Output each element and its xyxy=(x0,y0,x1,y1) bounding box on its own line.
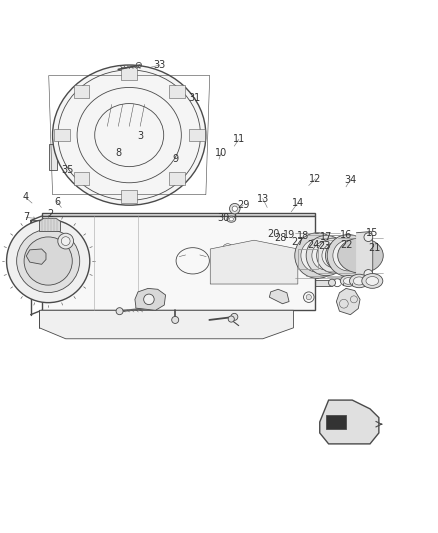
Polygon shape xyxy=(210,240,298,284)
Bar xyxy=(287,278,292,292)
Ellipse shape xyxy=(7,220,90,303)
Circle shape xyxy=(172,317,179,324)
Text: 13: 13 xyxy=(257,193,269,204)
Circle shape xyxy=(228,316,234,322)
Ellipse shape xyxy=(366,277,378,285)
Ellipse shape xyxy=(295,233,340,278)
FancyBboxPatch shape xyxy=(128,124,148,138)
Text: 4: 4 xyxy=(22,192,28,203)
Circle shape xyxy=(328,279,336,286)
Ellipse shape xyxy=(362,273,383,288)
Circle shape xyxy=(231,313,238,320)
Text: 9: 9 xyxy=(172,154,178,164)
Text: 30: 30 xyxy=(217,213,230,223)
Circle shape xyxy=(116,308,123,314)
Text: 23: 23 xyxy=(318,241,330,251)
Text: 8: 8 xyxy=(115,149,121,158)
Text: 35: 35 xyxy=(62,165,74,175)
Text: 3: 3 xyxy=(137,131,143,141)
Circle shape xyxy=(61,237,70,246)
Polygon shape xyxy=(135,288,166,310)
Text: 20: 20 xyxy=(268,229,280,239)
Ellipse shape xyxy=(340,276,356,286)
Text: 16: 16 xyxy=(340,230,352,240)
FancyBboxPatch shape xyxy=(117,154,133,165)
Ellipse shape xyxy=(53,65,206,205)
FancyBboxPatch shape xyxy=(113,120,128,132)
Ellipse shape xyxy=(325,240,356,271)
Text: 7: 7 xyxy=(23,213,29,222)
Text: 6: 6 xyxy=(54,197,60,207)
Text: 24: 24 xyxy=(307,240,319,249)
Bar xyxy=(177,107,188,128)
Ellipse shape xyxy=(229,217,233,221)
Polygon shape xyxy=(325,415,346,429)
Ellipse shape xyxy=(306,236,346,276)
Text: 19: 19 xyxy=(283,230,295,240)
Ellipse shape xyxy=(312,241,341,270)
Ellipse shape xyxy=(331,246,350,265)
Bar xyxy=(49,144,57,170)
Ellipse shape xyxy=(17,230,80,293)
Ellipse shape xyxy=(317,238,352,273)
Text: 27: 27 xyxy=(292,237,304,247)
Polygon shape xyxy=(356,231,373,280)
Text: 18: 18 xyxy=(297,231,310,241)
Polygon shape xyxy=(39,310,293,339)
Polygon shape xyxy=(74,85,89,98)
Circle shape xyxy=(364,233,373,241)
Ellipse shape xyxy=(338,238,383,273)
FancyBboxPatch shape xyxy=(129,138,147,150)
Polygon shape xyxy=(169,85,185,98)
Text: 21: 21 xyxy=(368,243,381,253)
Ellipse shape xyxy=(24,237,72,285)
Bar xyxy=(30,220,40,229)
Text: 34: 34 xyxy=(344,175,357,185)
Text: 11: 11 xyxy=(233,134,245,144)
FancyBboxPatch shape xyxy=(106,137,126,151)
Text: 22: 22 xyxy=(341,240,353,249)
Circle shape xyxy=(306,295,311,300)
Polygon shape xyxy=(189,129,205,141)
Circle shape xyxy=(364,270,373,278)
Ellipse shape xyxy=(333,240,364,271)
Text: 2: 2 xyxy=(47,209,53,219)
Polygon shape xyxy=(42,213,315,216)
Text: 14: 14 xyxy=(292,198,304,208)
Circle shape xyxy=(232,206,237,211)
Polygon shape xyxy=(39,219,60,231)
Text: 10: 10 xyxy=(215,148,227,158)
Ellipse shape xyxy=(301,239,334,272)
Polygon shape xyxy=(42,216,315,310)
Bar xyxy=(315,280,332,286)
Ellipse shape xyxy=(343,278,353,284)
Circle shape xyxy=(230,204,240,214)
Text: 17: 17 xyxy=(320,232,332,242)
Polygon shape xyxy=(26,249,46,264)
Ellipse shape xyxy=(350,274,369,288)
Ellipse shape xyxy=(227,216,236,222)
Circle shape xyxy=(58,233,74,249)
Text: 31: 31 xyxy=(189,93,201,103)
Text: 33: 33 xyxy=(154,60,166,70)
Text: 12: 12 xyxy=(309,174,321,184)
Circle shape xyxy=(144,294,154,304)
Ellipse shape xyxy=(327,235,369,277)
Text: 15: 15 xyxy=(366,228,378,238)
Polygon shape xyxy=(269,289,289,304)
Text: 28: 28 xyxy=(274,233,286,243)
Polygon shape xyxy=(320,400,379,444)
Ellipse shape xyxy=(322,243,346,268)
Polygon shape xyxy=(54,129,70,141)
Polygon shape xyxy=(74,172,89,185)
Text: 29: 29 xyxy=(237,200,249,210)
Polygon shape xyxy=(336,288,360,314)
Polygon shape xyxy=(169,172,185,185)
Polygon shape xyxy=(121,67,137,80)
Ellipse shape xyxy=(353,277,365,285)
Polygon shape xyxy=(121,190,137,203)
